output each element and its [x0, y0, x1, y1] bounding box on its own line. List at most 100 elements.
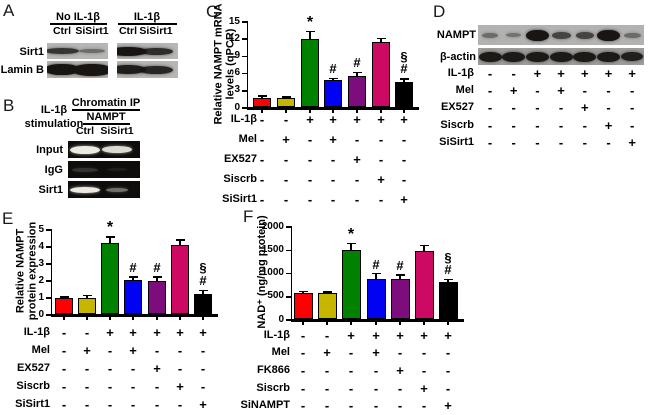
y-tick-mark — [46, 297, 52, 299]
condition-sign: - — [330, 192, 336, 207]
bar — [438, 282, 458, 319]
error-bar-cap — [152, 276, 162, 278]
condition-sign: - — [177, 343, 183, 358]
condition-sign: - — [130, 379, 136, 394]
condition-sign: - — [487, 66, 493, 81]
lane-label: Ctrl — [52, 25, 72, 37]
condition-sign: - — [354, 172, 360, 187]
protein-band — [506, 33, 522, 37]
y-tick-mark — [286, 319, 292, 321]
condition-sign: - — [61, 343, 67, 358]
y-tick-mark — [242, 21, 248, 23]
lane-label: Ctrl — [75, 125, 95, 137]
beta-actin-blot — [478, 48, 644, 65]
error-bar-cap — [257, 95, 267, 97]
protein-band — [573, 51, 597, 62]
protein-band — [47, 64, 80, 75]
error-bar-cap — [105, 236, 115, 238]
significance-marker: # — [329, 61, 337, 77]
condition-sign: + — [377, 172, 385, 187]
protein-band — [575, 31, 594, 39]
condition-sign: - — [324, 328, 330, 343]
condition-sign: + — [372, 328, 380, 343]
bar — [395, 81, 413, 107]
significance-marker: § # — [400, 48, 408, 77]
y-tick-label: 3 — [38, 257, 44, 269]
condition-sign: - — [300, 345, 306, 360]
condition-sign: - — [84, 325, 90, 340]
condition-sign: + — [444, 398, 452, 413]
condition-sign: - — [283, 172, 289, 187]
protein-band — [623, 32, 641, 38]
condition-sign: + — [557, 66, 565, 81]
protein-band — [478, 51, 502, 62]
condition-sign: - — [307, 172, 313, 187]
y-tick-label: 2000 — [261, 220, 284, 232]
condition-sign: - — [348, 345, 354, 360]
condition-sign: + — [628, 135, 636, 150]
error-bar-cap — [399, 78, 409, 80]
condition-row-label: EX527 — [16, 362, 50, 374]
condition-sign: - — [324, 398, 330, 413]
condition-row-label: IL-1β — [263, 329, 290, 341]
condition-sign: - — [300, 328, 306, 343]
condition-sign: - — [535, 135, 540, 150]
condition-sign: - — [582, 83, 587, 98]
condition-sign: - — [84, 361, 90, 376]
condition-sign: - — [200, 343, 206, 358]
y-tick-label: 15 — [228, 15, 240, 27]
y-tick-mark — [242, 38, 248, 40]
error-bar-line — [423, 245, 425, 252]
condition-sign: + — [353, 112, 361, 127]
error-bar-cap — [198, 289, 208, 292]
gel-lane-igg — [68, 161, 140, 178]
y-tick-label: 1500 — [261, 243, 284, 255]
bar — [390, 279, 410, 319]
bar — [324, 80, 342, 107]
significance-marker: # — [396, 257, 404, 273]
x-tick-mark — [179, 316, 181, 320]
condition-row-label: Mel — [271, 346, 290, 358]
condition-row-label: Siscrb — [223, 173, 257, 185]
x-tick-mark — [326, 321, 328, 325]
condition-sign: - — [511, 100, 516, 115]
condition-sign: - — [445, 381, 451, 396]
significance-marker: # — [372, 256, 380, 272]
condition-sign: + — [329, 132, 337, 147]
error-bar-line — [309, 31, 311, 40]
condition-sign: - — [511, 135, 516, 150]
gel-lane-input — [68, 141, 140, 158]
protein-band — [117, 46, 147, 56]
condition-sign: - — [154, 343, 160, 358]
y-tick-label: 2 — [38, 274, 44, 286]
condition-sign: - — [307, 132, 313, 147]
y-tick-mark — [46, 229, 52, 231]
condition-sign: - — [421, 398, 427, 413]
condition-row-label: IL-1β — [447, 67, 474, 79]
condition-sign: - — [354, 192, 360, 207]
condition-sign: - — [401, 152, 407, 167]
y-tick-mark — [286, 249, 292, 251]
condition-sign: - — [373, 398, 379, 413]
condition-sign: - — [300, 363, 306, 378]
condition-sign: + — [83, 343, 91, 358]
blot-row-label: β-actin — [439, 51, 476, 63]
condition-sign: - — [487, 135, 493, 150]
condition-sign: - — [154, 397, 160, 412]
condition-sign: - — [107, 397, 113, 412]
condition-sign: - — [606, 135, 611, 150]
panel-b-label: B — [3, 96, 15, 115]
bar — [253, 97, 271, 107]
condition-sign: - — [324, 381, 330, 396]
y-tick-label: 0 — [234, 101, 240, 113]
error-bar-line — [156, 276, 158, 281]
significance-marker: * — [306, 13, 314, 31]
error-bar-cap — [376, 37, 386, 40]
condition-sign: - — [307, 192, 313, 207]
y-tick-mark — [46, 263, 52, 265]
error-bar-cap — [328, 77, 338, 80]
panel-c-label: C — [206, 2, 219, 21]
